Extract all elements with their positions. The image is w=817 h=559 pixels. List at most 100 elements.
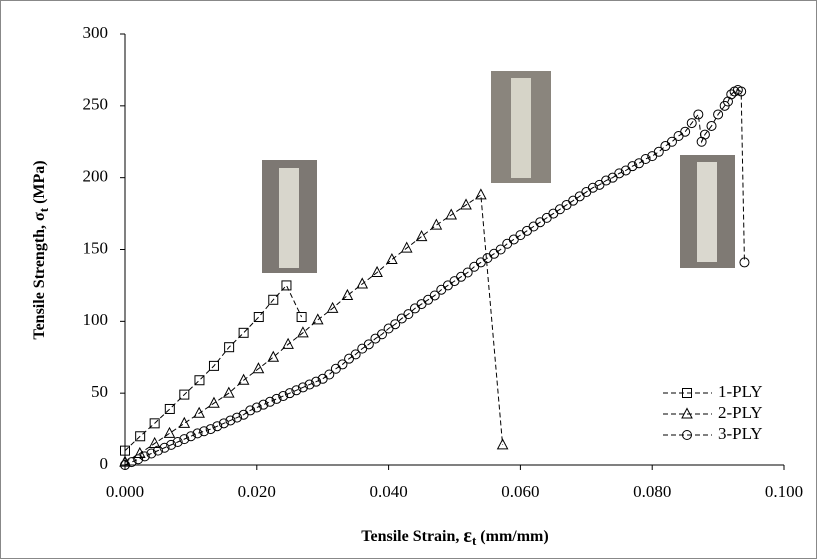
marker [356,277,369,289]
marker [164,403,175,414]
marker [172,437,183,448]
marker [253,312,264,323]
marker [224,342,235,353]
marker [225,415,236,426]
marker [377,329,388,340]
marker [666,136,677,147]
x-tick-label: 0.100 [765,482,803,501]
marker [135,431,146,442]
marker [653,146,664,157]
marker [686,118,697,129]
marker [237,373,250,385]
marker [350,349,361,360]
marker [245,405,256,416]
marker [159,442,170,453]
marker [271,393,282,404]
legend-marker [682,388,692,398]
marker [199,426,210,437]
marker [390,319,401,330]
marker [258,399,269,410]
marker [297,382,308,393]
marker [693,109,704,120]
marker [163,426,176,438]
marker [324,369,335,380]
marker [139,451,150,462]
marker [149,418,160,429]
marker [146,448,157,459]
marker [587,182,598,193]
marker [429,290,440,301]
marker [166,439,177,450]
marker [179,434,190,445]
x-tick-label: 0.080 [633,482,671,501]
marker [736,86,747,97]
series-line [124,284,303,451]
y-tick-label: 250 [83,95,109,114]
marker [178,416,191,428]
marker [284,388,295,399]
marker [371,265,383,277]
marker [496,438,509,450]
x-tick-label: 0.060 [501,482,539,501]
y-tick-label: 200 [83,167,109,186]
marker [297,326,309,338]
marker [208,360,219,371]
marker [296,312,307,323]
legend-label: 2-PLY [718,403,763,422]
marker [281,280,292,291]
marker [706,120,717,131]
y-tick-label: 100 [83,310,109,329]
marker [445,208,458,220]
legend-marker [681,407,693,419]
marker [126,457,137,468]
marker [311,376,322,387]
marker [194,375,205,386]
marker [232,412,243,423]
marker [400,241,413,253]
marker [218,418,229,429]
marker [341,288,354,300]
photo [262,71,735,273]
y-tick-label: 0 [100,454,109,473]
marker [415,229,428,242]
marker [268,294,279,305]
marker [403,309,414,320]
legend-label: 3-PLY [718,424,763,443]
marker [278,391,289,402]
marker [267,350,280,362]
marker [208,396,220,408]
marker [152,445,163,456]
legend-label: 1-PLY [718,382,763,401]
marker [680,126,691,137]
x-tick-label: 0.020 [238,482,276,501]
marker [238,327,249,338]
marker [430,218,443,230]
marker [120,460,130,470]
marker [304,379,315,390]
marker [699,129,710,140]
marker [251,402,262,413]
marker [363,339,374,350]
marker [460,198,472,210]
marker [222,386,235,398]
marker [713,109,724,120]
marker [282,337,294,349]
x-tick-label: 0.040 [369,482,407,501]
marker [627,161,638,172]
marker [133,454,144,465]
marker [192,428,203,439]
marker [252,362,265,374]
marker [291,385,302,396]
marker [614,168,625,179]
legend-marker [682,430,692,440]
marker [179,389,190,400]
marker [185,431,196,442]
y-tick-label: 50 [91,382,108,401]
y-axis-label: Tensile Strength, σt (MPa) [31,160,51,339]
marker [193,406,205,418]
x-axis-label: Tensile Strain, εt (mm/mm) [361,525,548,548]
marker [475,188,487,200]
x-tick-label: 0.000 [106,482,144,501]
